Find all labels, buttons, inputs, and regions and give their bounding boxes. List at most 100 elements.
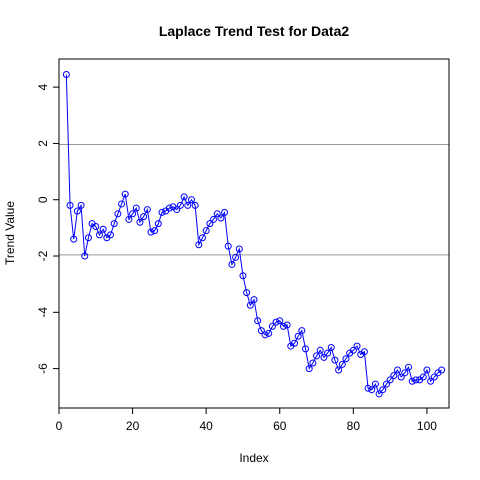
- data-point-11: [95, 231, 103, 239]
- data-point-34: [180, 193, 188, 201]
- data-point-48: [232, 253, 240, 261]
- data-point-60: [276, 317, 284, 325]
- data-point-76: [335, 366, 343, 374]
- data-point-58: [268, 322, 276, 330]
- data-point-10: [92, 222, 100, 230]
- y-tick-label-2: 2: [36, 140, 50, 147]
- data-point-52: [246, 301, 254, 309]
- data-point-7: [81, 252, 89, 260]
- x-tick-label-20: 20: [126, 419, 140, 433]
- data-point-41: [206, 220, 214, 228]
- chart-title: Laplace Trend Test for Data2: [159, 23, 350, 39]
- data-point-40: [202, 227, 210, 235]
- data-point-70: [313, 352, 321, 360]
- data-point-83: [360, 348, 368, 356]
- data-point-93: [397, 373, 405, 381]
- reference-lines: [59, 144, 449, 256]
- data-point-81: [353, 342, 361, 350]
- data-point-54: [254, 317, 262, 325]
- data-point-6: [77, 201, 85, 209]
- data-point-100: [423, 366, 431, 374]
- data-point-72: [320, 353, 328, 361]
- data-point-80: [349, 346, 357, 354]
- data-point-4: [70, 235, 78, 243]
- data-point-101: [427, 377, 435, 385]
- data-point-64: [290, 339, 298, 347]
- x-tick-label-0: 0: [56, 419, 63, 433]
- data-point-2: [62, 70, 70, 78]
- x-tick-label-80: 80: [347, 419, 361, 433]
- data-point-61: [279, 322, 287, 330]
- x-tick-label-100: 100: [417, 419, 437, 433]
- data-point-30: [165, 204, 173, 212]
- y-tick-label--2: -2: [36, 250, 50, 261]
- data-point-46: [224, 242, 232, 250]
- x-tick-label-60: 60: [273, 419, 287, 433]
- data-point-73: [324, 349, 332, 357]
- x-axis: 0 20 40 60 80 100: [56, 408, 437, 433]
- data-point-88: [379, 386, 387, 394]
- data-point-18: [121, 190, 129, 198]
- y-axis-label: Trend Value: [3, 201, 17, 265]
- y-axis: -6 -4 -2 0 2 4: [36, 83, 59, 374]
- data-point-87: [375, 390, 383, 398]
- data-point-75: [331, 356, 339, 364]
- data-point-57: [265, 329, 273, 337]
- data-point-43: [213, 210, 221, 218]
- data-point-42: [210, 215, 218, 223]
- data-point-97: [412, 376, 420, 384]
- data-point-49: [235, 245, 243, 253]
- data-point-71: [316, 346, 324, 354]
- data-point-99: [419, 373, 427, 381]
- data-point-67: [302, 345, 310, 353]
- data-point-96: [408, 377, 416, 385]
- x-axis-label: Index: [239, 451, 268, 465]
- data-point-91: [390, 372, 398, 380]
- trend-series: [62, 70, 446, 398]
- data-point-94: [401, 369, 409, 377]
- data-point-44: [217, 214, 225, 222]
- data-point-78: [342, 355, 350, 363]
- data-point-17: [118, 200, 126, 208]
- data-point-12: [99, 225, 107, 233]
- y-tick-label--6: -6: [36, 363, 50, 374]
- data-point-84: [364, 384, 372, 392]
- data-point-65: [294, 332, 302, 340]
- data-point-90: [386, 376, 394, 384]
- data-point-47: [228, 260, 236, 268]
- data-point-19: [125, 215, 133, 223]
- y-tick-label-4: 4: [36, 83, 50, 90]
- data-point-56: [261, 331, 269, 339]
- data-point-24: [143, 206, 151, 214]
- data-point-74: [327, 343, 335, 351]
- data-point-28: [158, 208, 166, 216]
- data-point-62: [283, 321, 291, 329]
- data-point-102: [430, 373, 438, 381]
- series-line: [65, 74, 442, 395]
- data-point-55: [257, 327, 265, 335]
- data-point-95: [405, 363, 413, 371]
- data-point-16: [114, 210, 122, 218]
- data-point-14: [107, 231, 115, 239]
- data-point-38: [195, 241, 203, 249]
- data-point-45: [221, 208, 229, 216]
- data-point-27: [154, 220, 162, 228]
- plot-frame: [58, 58, 450, 409]
- data-point-50: [239, 272, 247, 280]
- data-point-21: [132, 204, 140, 212]
- data-point-26: [151, 227, 159, 235]
- data-point-8: [84, 234, 92, 242]
- data-point-89: [382, 380, 390, 388]
- data-point-59: [272, 318, 280, 326]
- data-point-85: [368, 386, 376, 394]
- y-tick-label-0: 0: [36, 196, 50, 203]
- data-point-39: [198, 234, 206, 242]
- x-tick-label-40: 40: [199, 419, 213, 433]
- data-point-77: [338, 360, 346, 368]
- data-point-51: [243, 289, 251, 297]
- data-point-86: [371, 380, 379, 388]
- data-point-3: [66, 201, 74, 209]
- data-point-23: [140, 213, 148, 221]
- data-point-25: [147, 228, 155, 236]
